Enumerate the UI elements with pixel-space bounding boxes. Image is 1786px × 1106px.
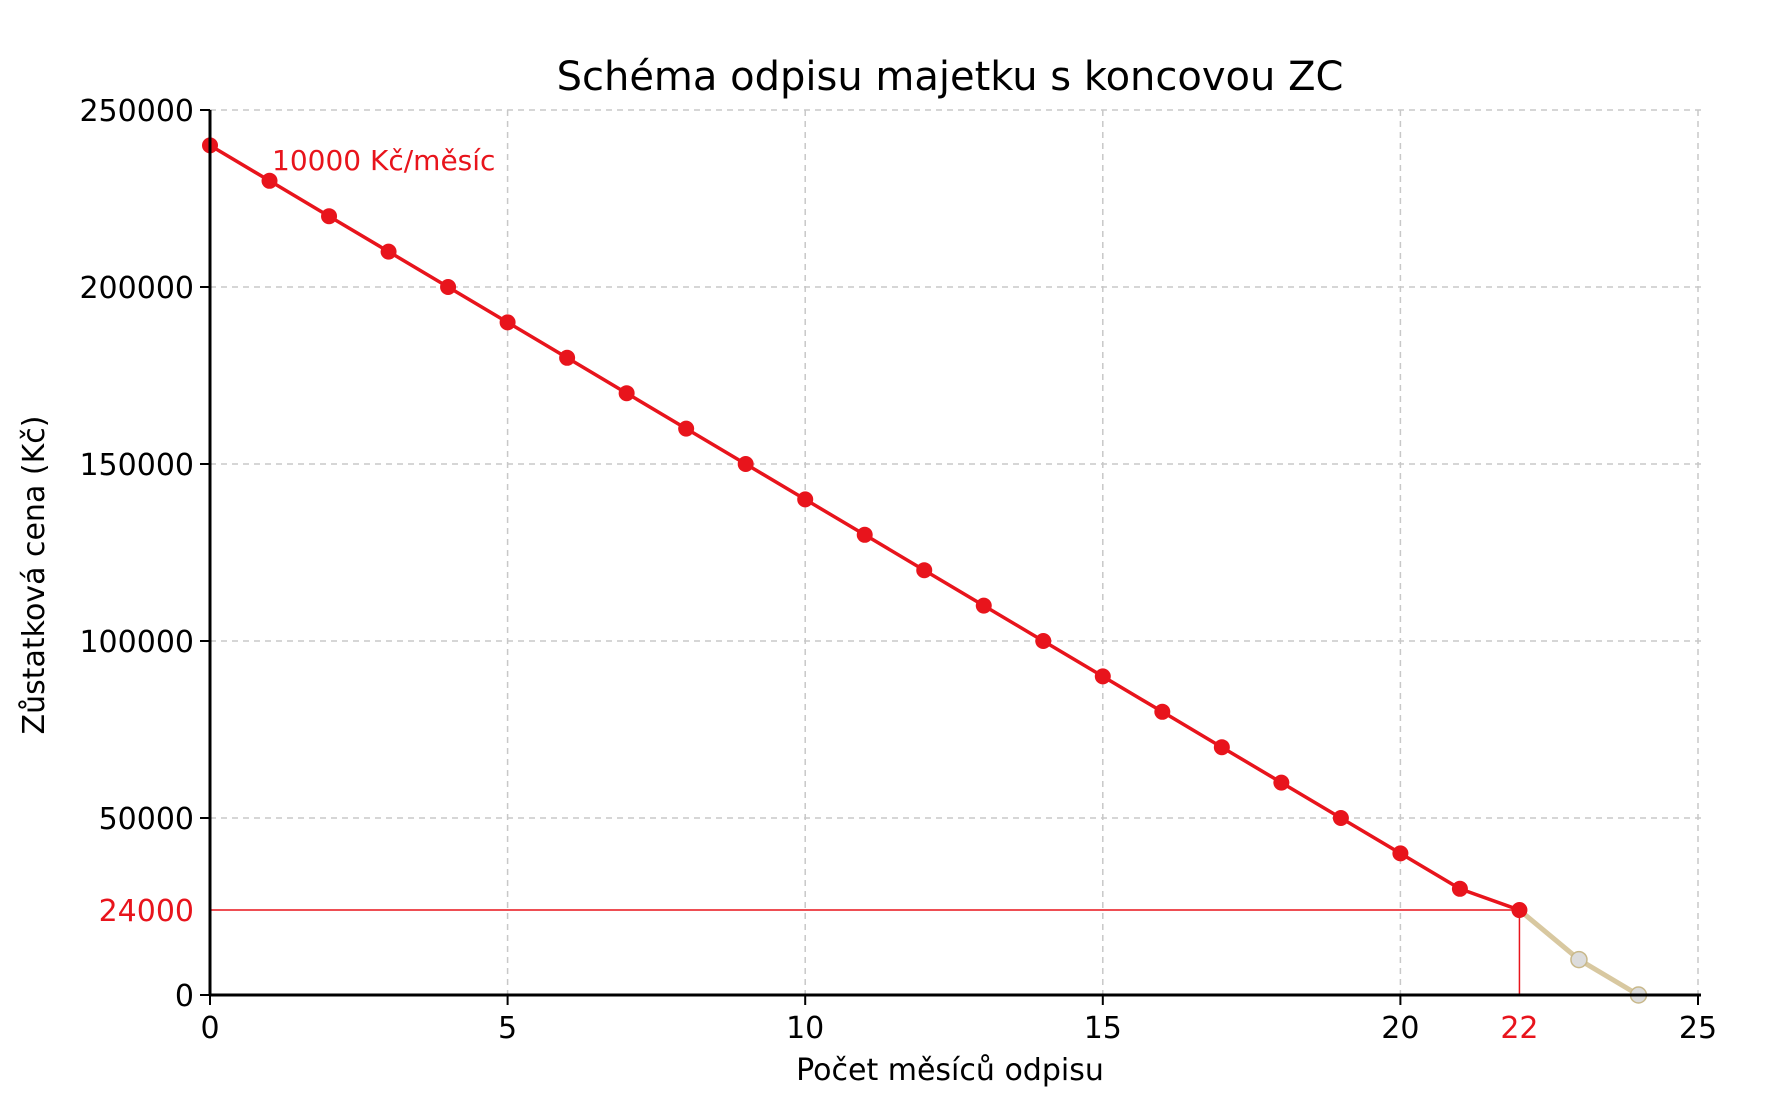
data-point bbox=[618, 385, 635, 402]
data-point bbox=[916, 562, 933, 579]
chart-title: Schéma odpisu majetku s koncovou ZC bbox=[557, 54, 1344, 100]
data-point bbox=[1451, 880, 1468, 897]
data-point bbox=[1094, 668, 1111, 685]
x-tick-label: 0 bbox=[200, 1011, 219, 1046]
data-point bbox=[261, 172, 278, 189]
tail-point bbox=[1570, 950, 1588, 969]
data-point bbox=[856, 526, 873, 543]
data-point bbox=[1213, 739, 1230, 756]
data-point bbox=[499, 314, 516, 331]
x-tick-label: 15 bbox=[1084, 1011, 1122, 1046]
data-point bbox=[321, 208, 338, 225]
x-tick-label: 5 bbox=[498, 1011, 517, 1046]
ref-y-label: 24000 bbox=[99, 894, 194, 929]
series-layer bbox=[202, 137, 1648, 1004]
tick-labels: 0 5 10 15 20 25 0 50000 100000 150000 200000 250000… bbox=[79, 94, 1717, 1046]
y-tick-label: 200000 bbox=[79, 271, 194, 306]
data-point bbox=[1154, 703, 1171, 720]
axes bbox=[200, 109, 1701, 1005]
data-point bbox=[1332, 810, 1349, 826]
x-tick-label: 25 bbox=[1679, 1011, 1717, 1046]
data-point bbox=[440, 279, 457, 295]
data-point bbox=[1511, 902, 1528, 919]
data-point bbox=[975, 597, 992, 614]
data-point bbox=[1273, 774, 1290, 791]
rate-annotation: 10000 Kč/měsíc bbox=[272, 144, 495, 177]
data-point bbox=[797, 491, 814, 508]
grid bbox=[210, 109, 1701, 995]
ref-x-label: 22 bbox=[1500, 1011, 1538, 1046]
data-point bbox=[737, 456, 754, 472]
y-tick-label: 250000 bbox=[79, 94, 194, 129]
reference-lines bbox=[210, 909, 1521, 995]
x-tick-label: 10 bbox=[786, 1011, 824, 1046]
y-tick-label: 150000 bbox=[79, 448, 194, 483]
y-tick-label: 0 bbox=[175, 979, 194, 1014]
data-point bbox=[1392, 845, 1409, 862]
y-tick-label: 50000 bbox=[99, 802, 194, 837]
data-point bbox=[678, 420, 695, 437]
data-point bbox=[559, 349, 576, 366]
x-tick-label: 20 bbox=[1381, 1011, 1419, 1046]
y-axis-label: Zůstatková cena (Kč) bbox=[17, 416, 52, 735]
data-point bbox=[1035, 633, 1052, 649]
data-point bbox=[380, 243, 397, 260]
y-tick-label: 100000 bbox=[79, 625, 194, 660]
x-axis-label: Počet měsíců odpisu bbox=[796, 1053, 1104, 1088]
